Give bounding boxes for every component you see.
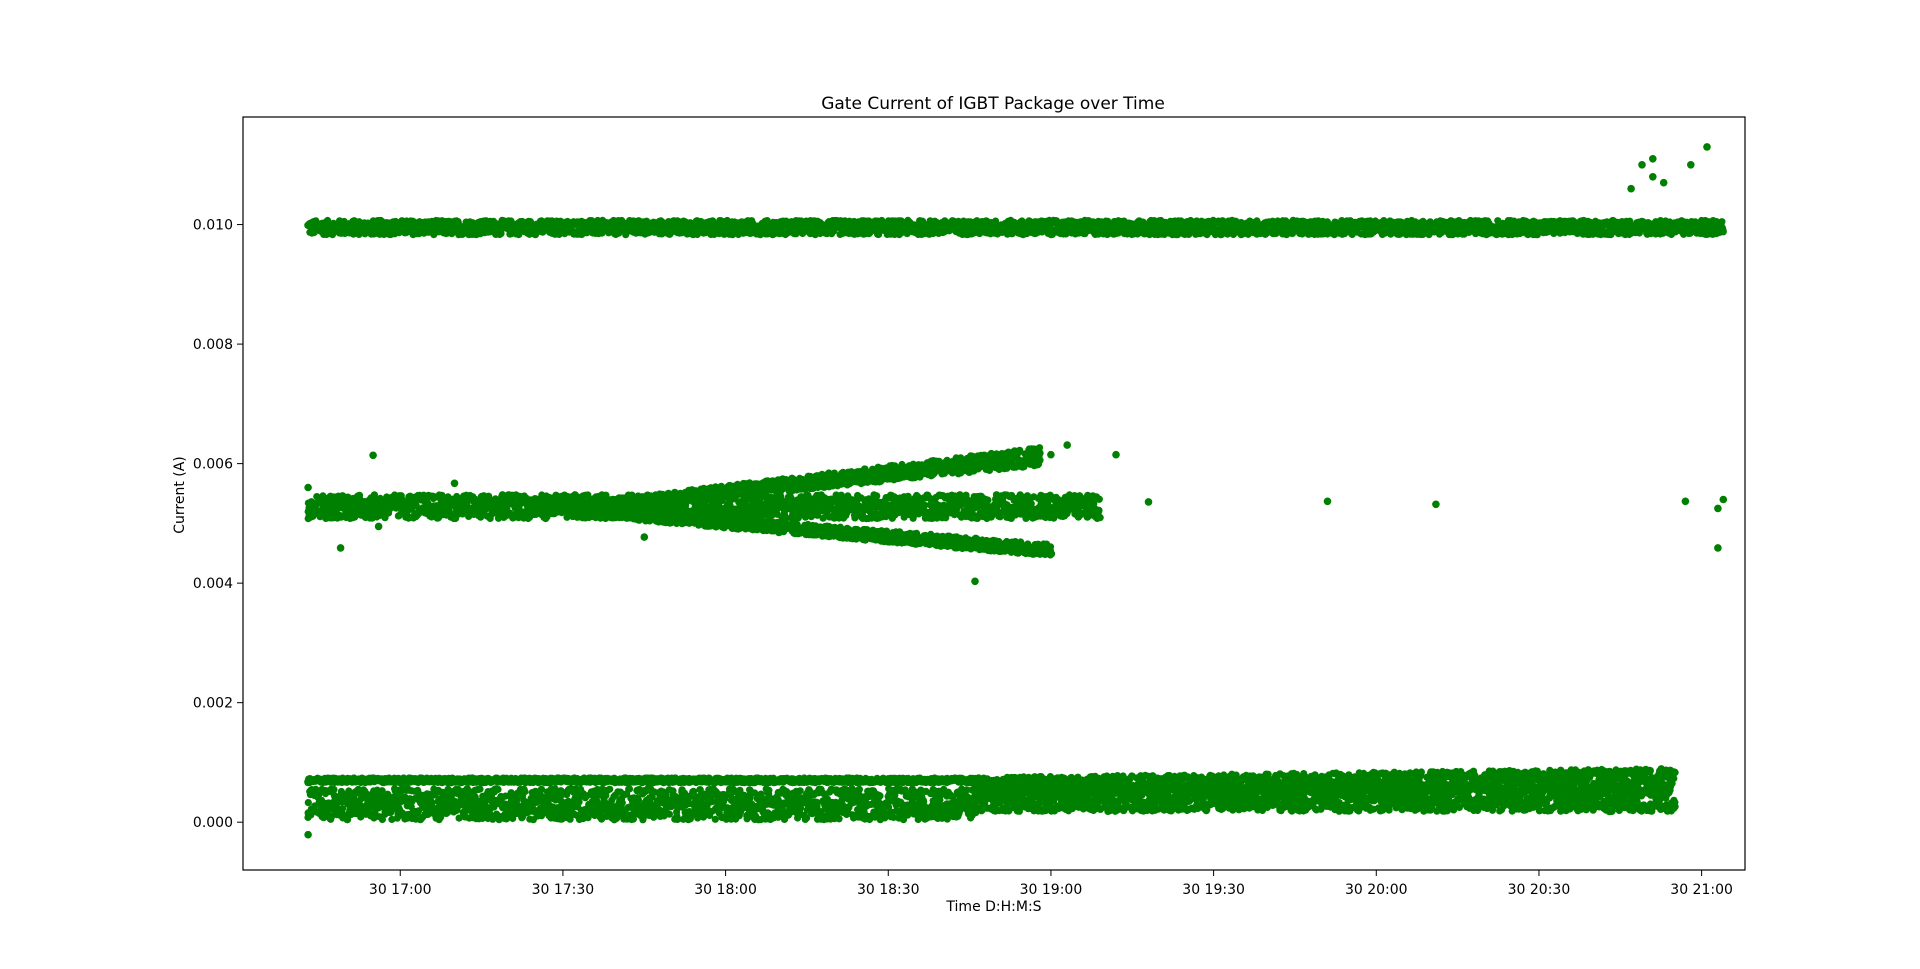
scatter-points (304, 143, 1728, 839)
data-point (1719, 226, 1727, 234)
data-point (984, 496, 992, 504)
data-point (438, 491, 446, 499)
chart-title: Gate Current of IGBT Package over Time (821, 94, 1165, 114)
data-point (1718, 218, 1726, 226)
